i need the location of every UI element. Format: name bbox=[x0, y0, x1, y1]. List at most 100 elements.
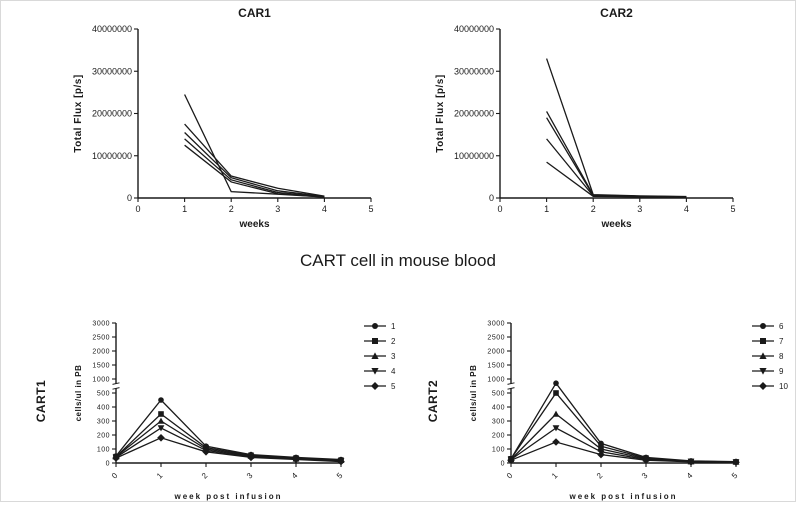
series-line-1 bbox=[115, 399, 342, 461]
y-tick-label: 1000 bbox=[92, 377, 110, 384]
triangle-down-marker-icon bbox=[552, 425, 560, 432]
y-tick-label: 40000000 bbox=[454, 24, 494, 34]
x-tick-label: 3 bbox=[637, 204, 642, 214]
triangle-up-marker-icon bbox=[552, 410, 560, 417]
legend-item-10: 10 bbox=[751, 381, 788, 391]
y-tick-label: 40000000 bbox=[92, 24, 132, 34]
x-tick-label: 4 bbox=[290, 471, 300, 481]
square-marker-icon bbox=[760, 338, 766, 344]
x-tick-label: 1 bbox=[550, 471, 560, 481]
y-axis-label: Total Flux [p/s] bbox=[435, 74, 446, 152]
legend-cart2: 6 7 8 9 10 bbox=[751, 321, 788, 391]
chart-car2: 0 10000000 20000000 30000000 40000000 0 1 2 3 4 5 C… bbox=[421, 1, 751, 238]
circle-marker-icon bbox=[364, 323, 386, 329]
axis-break-mark bbox=[507, 382, 515, 385]
y-axis-label: cells/ul in PB bbox=[74, 365, 83, 422]
x-tick-label: 5 bbox=[730, 204, 735, 214]
triangle-down-marker-icon bbox=[752, 368, 774, 375]
axis-break-mark bbox=[507, 387, 515, 390]
y-tick-label: 100 bbox=[492, 447, 505, 454]
triangle-up-marker-icon bbox=[752, 352, 774, 359]
series-line-10 bbox=[510, 441, 737, 463]
y-tick-label: 0 bbox=[127, 193, 132, 203]
circle-marker-icon bbox=[158, 397, 164, 403]
square-marker-icon bbox=[372, 338, 378, 344]
y-tick-label: 200 bbox=[97, 433, 110, 440]
y-tick-label: 0 bbox=[489, 193, 494, 203]
square-marker-icon bbox=[553, 390, 559, 396]
legend-label: 6 bbox=[779, 321, 784, 331]
y-tick-label: 2000 bbox=[92, 349, 110, 356]
y-tick-label: 0 bbox=[106, 461, 110, 468]
legend-label: 7 bbox=[779, 336, 784, 346]
series-line-s5 bbox=[184, 144, 325, 198]
legend-item-5: 5 bbox=[363, 381, 395, 391]
triangle-down-marker-icon bbox=[759, 368, 767, 375]
diamond-marker-icon bbox=[112, 454, 120, 462]
series-line-s2 bbox=[546, 111, 687, 198]
legend-item-9: 9 bbox=[751, 366, 788, 376]
x-axis-label: weeks bbox=[238, 219, 269, 230]
y-tick-label: 30000000 bbox=[92, 66, 132, 76]
x-tick-label: 2 bbox=[591, 204, 596, 214]
legend-label: 5 bbox=[391, 381, 396, 391]
y-tick-label: 1500 bbox=[92, 363, 110, 370]
series-line-s4 bbox=[546, 138, 687, 198]
y-tick-label: 100 bbox=[97, 447, 110, 454]
y-tick-label: 0 bbox=[501, 461, 505, 468]
x-tick-label: 2 bbox=[200, 471, 210, 481]
series-line-s2 bbox=[184, 123, 325, 197]
cart1-row-label: CART1 bbox=[34, 379, 48, 423]
square-marker-icon bbox=[752, 338, 774, 344]
chart-car1: 0 10000000 20000000 30000000 40000000 0 1 2 3 4 5 C… bbox=[59, 1, 389, 238]
cart2-row-label: CART2 bbox=[426, 379, 440, 423]
y-tick-label: 500 bbox=[492, 391, 505, 398]
y-tick-label: 10000000 bbox=[454, 151, 494, 161]
chart-svg-cart2: 0 100 200 300 400 500 1000 1500 2000 2500 3000 0 1 2 3… bbox=[469, 321, 740, 501]
chart-svg-car2: 0 10000000 20000000 30000000 40000000 0 1 2 3 4 5 C… bbox=[435, 6, 736, 230]
x-axis-label: week post infusion bbox=[173, 492, 282, 501]
x-tick-label: 1 bbox=[544, 204, 549, 214]
axis-break-gap bbox=[509, 383, 513, 389]
y-tick-label: 2500 bbox=[92, 335, 110, 342]
triangle-up-marker-icon bbox=[759, 352, 767, 359]
chart-title: CAR1 bbox=[238, 6, 271, 20]
diamond-marker-icon bbox=[247, 453, 255, 462]
x-tick-label: 1 bbox=[182, 204, 187, 214]
series-line-s3 bbox=[546, 117, 687, 198]
y-tick-label: 2000 bbox=[487, 349, 505, 356]
y-tick-label: 400 bbox=[492, 405, 505, 412]
y-tick-label: 3000 bbox=[487, 321, 505, 328]
axis-break-mark bbox=[112, 387, 120, 390]
diamond-marker-icon bbox=[157, 434, 165, 442]
series-line-s1 bbox=[545, 58, 687, 198]
legend-item-1: 1 bbox=[363, 321, 395, 331]
triangle-up-marker-icon bbox=[364, 352, 386, 359]
series-line-5 bbox=[115, 437, 342, 463]
series-line-4 bbox=[115, 427, 342, 462]
square-marker-icon bbox=[364, 338, 386, 344]
diamond-marker-icon bbox=[292, 455, 300, 464]
x-axis-label: week post infusion bbox=[568, 492, 677, 501]
x-tick-label: 3 bbox=[275, 204, 280, 214]
y-axis-label: Total Flux [p/s] bbox=[73, 74, 84, 152]
x-tick-label: 0 bbox=[505, 471, 515, 481]
x-tick-label: 0 bbox=[497, 204, 502, 214]
legend-item-7: 7 bbox=[751, 336, 788, 346]
x-tick-label: 2 bbox=[595, 471, 605, 481]
legend-label: 8 bbox=[779, 351, 784, 361]
y-tick-label: 30000000 bbox=[454, 66, 494, 76]
triangle-down-marker-icon bbox=[371, 368, 379, 375]
y-tick-label: 1000 bbox=[487, 377, 505, 384]
y-axis-label: cells/ul in PB bbox=[469, 365, 478, 422]
x-tick-label: 5 bbox=[335, 471, 345, 481]
series-line-s5 bbox=[546, 161, 687, 199]
x-tick-label: 3 bbox=[640, 471, 650, 481]
diamond-marker-icon bbox=[552, 438, 560, 446]
legend-item-6: 6 bbox=[751, 321, 788, 331]
x-tick-label: 5 bbox=[730, 471, 740, 481]
x-tick-label: 2 bbox=[229, 204, 234, 214]
triangle-down-marker-icon bbox=[157, 425, 165, 432]
circle-marker-icon bbox=[760, 323, 766, 329]
